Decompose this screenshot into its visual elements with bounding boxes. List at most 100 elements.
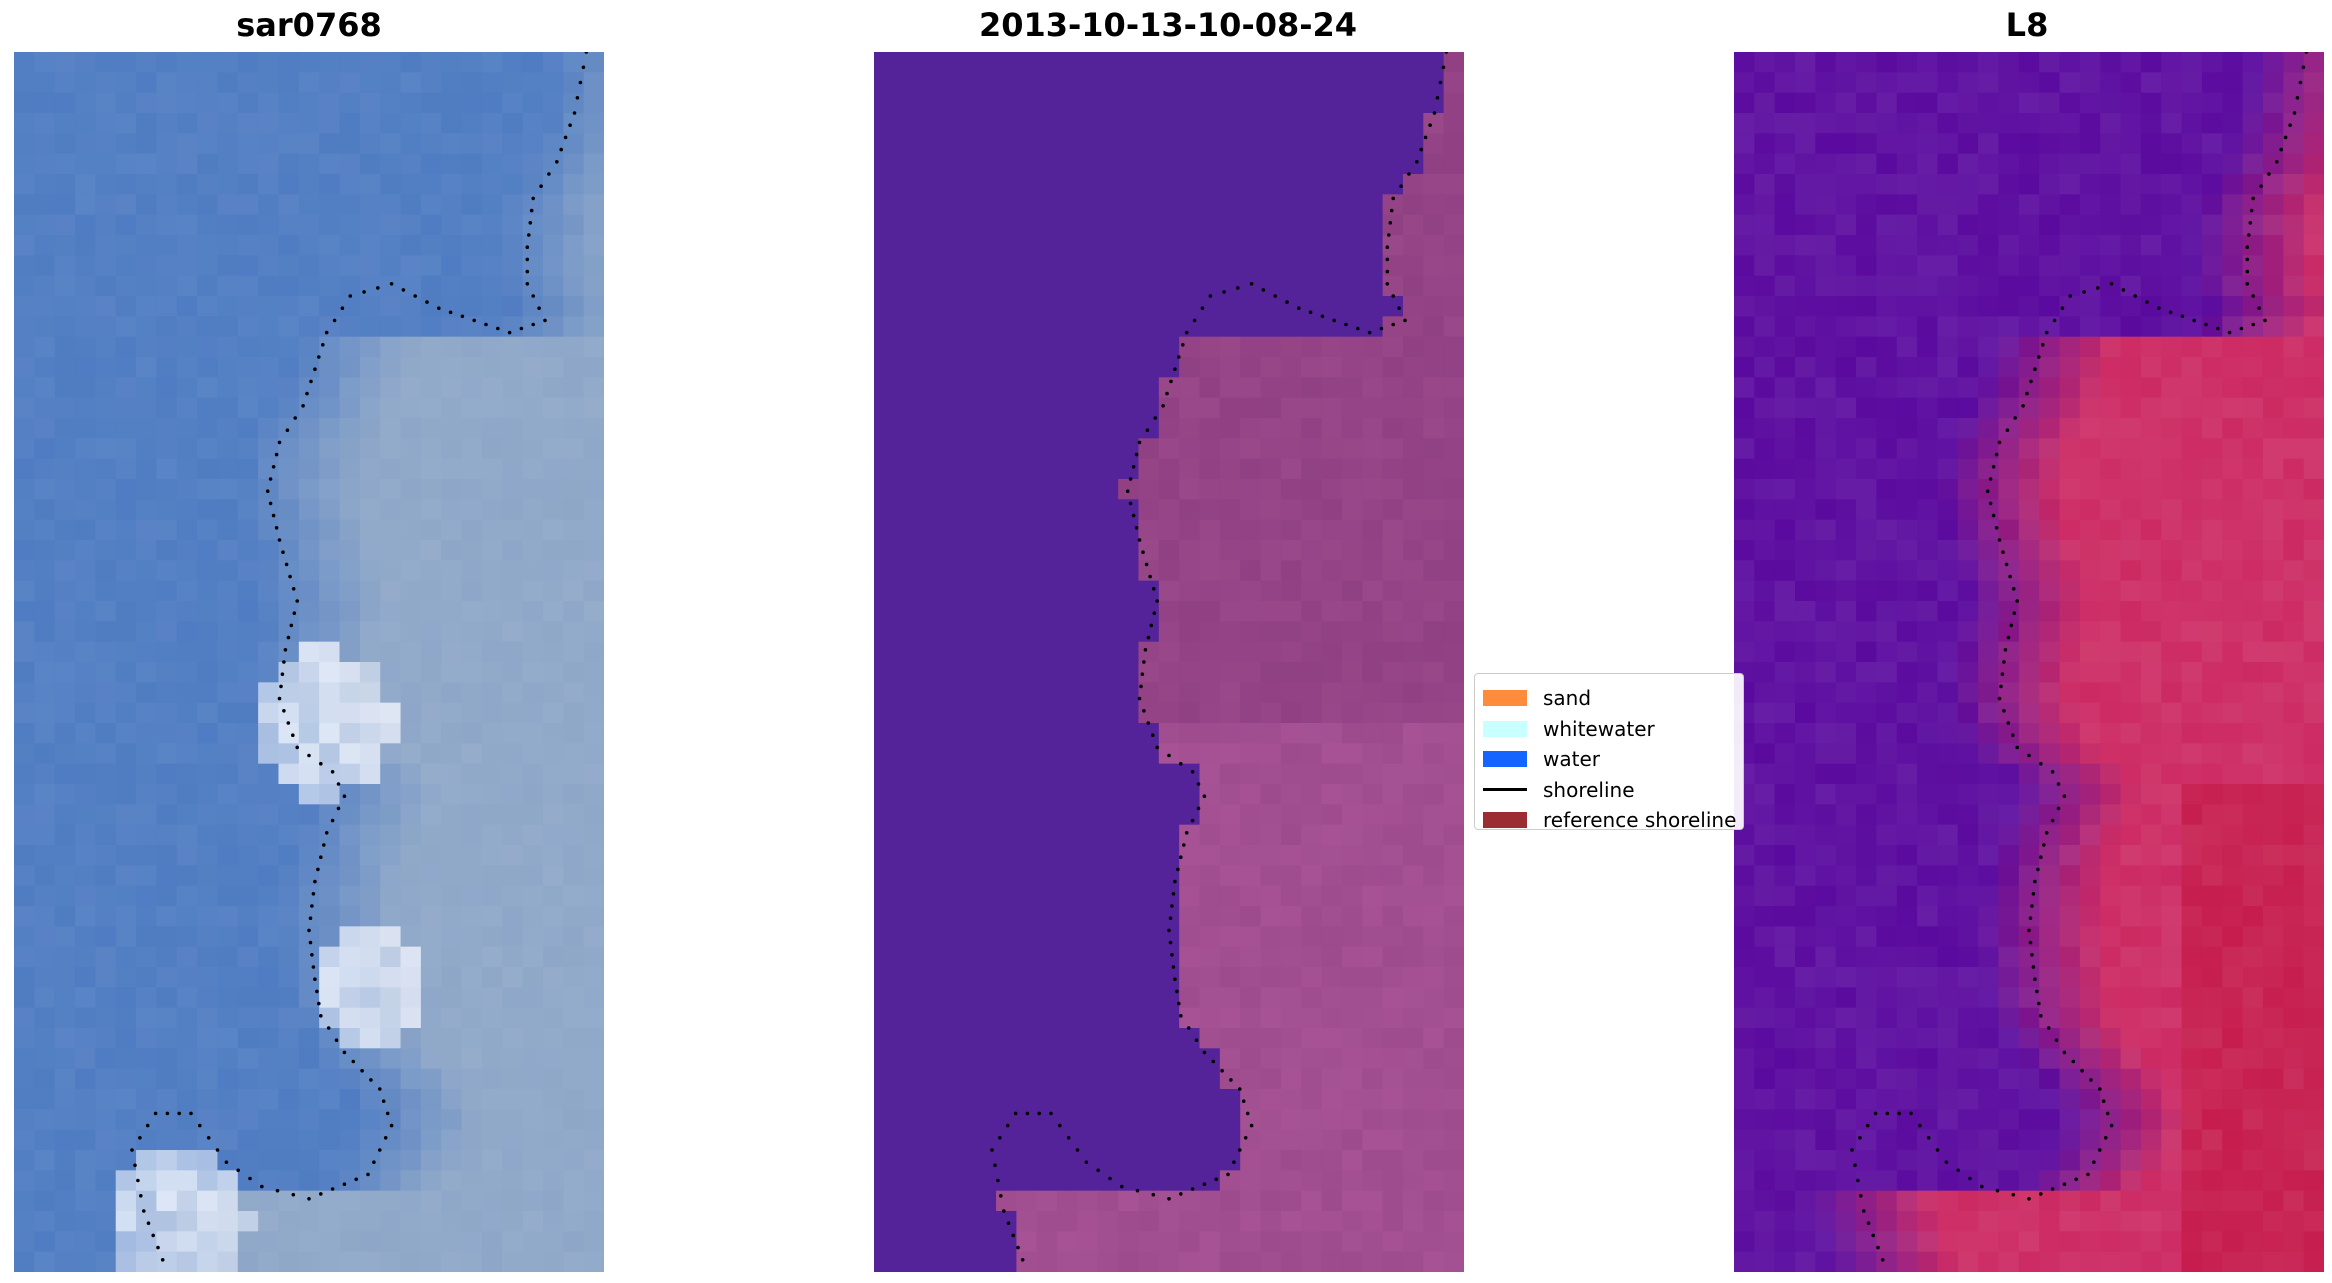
image-pixel [1341, 1048, 1363, 1070]
image-pixel [1896, 214, 1918, 236]
image-pixel [1158, 804, 1180, 826]
image-pixel [1118, 52, 1140, 73]
image-pixel [874, 1129, 895, 1151]
image-pixel [1835, 621, 1857, 643]
image-pixel [2201, 214, 2223, 236]
image-pixel [75, 946, 96, 968]
image-pixel [2181, 784, 2203, 805]
image-pixel [1341, 275, 1363, 297]
image-pixel [217, 214, 239, 236]
image-pixel [481, 275, 503, 297]
image-pixel [115, 926, 137, 948]
image-pixel [1774, 418, 1796, 439]
image-pixel [2018, 438, 2040, 460]
image-pixel [874, 845, 895, 866]
image-pixel [1179, 987, 1201, 1009]
image-pixel [2242, 621, 2264, 643]
image-pixel [1280, 1190, 1302, 1212]
image-pixel [955, 1190, 977, 1212]
image-pixel [1240, 804, 1262, 826]
image-pixel [278, 1231, 300, 1253]
image-pixel [54, 1190, 76, 1212]
image-pixel [2222, 275, 2244, 297]
image-pixel [542, 418, 564, 439]
image-pixel [237, 438, 259, 460]
image-pixel [1835, 235, 1857, 256]
image-pixel [1856, 804, 1878, 826]
image-pixel [1097, 1231, 1119, 1253]
image-pixel [1362, 1007, 1384, 1029]
image-pixel [1362, 987, 1384, 1009]
image-pixel [2140, 641, 2162, 663]
image-pixel [34, 926, 56, 948]
image-pixel [955, 967, 977, 988]
image-pixel [1077, 296, 1099, 317]
image-pixel [400, 499, 422, 521]
image-pixel [1795, 235, 1816, 256]
image-pixel [1341, 702, 1363, 724]
image-pixel [1917, 885, 1939, 907]
image-pixel [1402, 1007, 1424, 1029]
image-pixel [400, 1129, 422, 1151]
image-pixel [1423, 499, 1445, 521]
image-pixel [1896, 845, 1918, 866]
image-pixel [955, 926, 977, 948]
image-pixel [1937, 723, 1959, 744]
shoreline-dot [319, 855, 323, 859]
shoreline-dot [584, 52, 589, 54]
image-pixel [1321, 255, 1343, 277]
image-pixel [1795, 763, 1816, 785]
image-pixel [2100, 662, 2122, 683]
image-pixel [894, 1109, 916, 1131]
image-pixel [1937, 845, 1959, 866]
image-pixel [563, 885, 585, 907]
image-pixel [1423, 479, 1445, 500]
image-pixel [359, 641, 381, 663]
image-pixel [1118, 296, 1140, 317]
image-pixel [583, 397, 604, 419]
image-pixel [1423, 906, 1445, 927]
image-pixel [955, 865, 977, 887]
image-pixel [1321, 845, 1343, 866]
image-pixel [2283, 580, 2305, 602]
image-pixel [1998, 479, 2020, 500]
image-pixel [14, 926, 35, 948]
image-pixel [955, 946, 977, 968]
image-pixel [502, 824, 524, 846]
image-pixel [522, 580, 544, 602]
image-pixel [2262, 235, 2284, 256]
image-pixel [914, 194, 936, 216]
image-pixel [2079, 824, 2101, 846]
image-pixel [380, 133, 402, 155]
image-pixel [935, 296, 956, 317]
shoreline-dot [1134, 452, 1139, 457]
image-pixel [2161, 601, 2183, 622]
image-pixel [894, 1007, 916, 1029]
image-pixel [1138, 275, 1160, 297]
image-pixel [1795, 214, 1816, 236]
image-pixel [481, 296, 503, 317]
image-pixel [935, 1170, 956, 1192]
image-pixel [563, 438, 585, 460]
image-pixel [935, 235, 956, 256]
image-pixel [380, 275, 402, 297]
image-pixel [502, 1251, 524, 1272]
image-pixel [2303, 479, 2324, 500]
image-pixel [2018, 458, 2040, 480]
image-pixel [975, 153, 997, 175]
image-pixel [1321, 560, 1343, 582]
image-pixel [461, 418, 483, 439]
image-pixel [2161, 824, 2183, 846]
image-pixel [1260, 438, 1282, 460]
image-pixel [1260, 275, 1282, 297]
image-pixel [874, 479, 895, 500]
image-pixel [75, 1129, 96, 1151]
image-pixel [461, 1089, 483, 1110]
image-pixel [1016, 113, 1038, 134]
image-pixel [1896, 824, 1918, 846]
image-pixel [894, 560, 916, 582]
image-pixel [1795, 784, 1816, 805]
image-pixel [2079, 560, 2101, 582]
image-pixel [1016, 621, 1038, 643]
image-pixel [1118, 1150, 1140, 1171]
